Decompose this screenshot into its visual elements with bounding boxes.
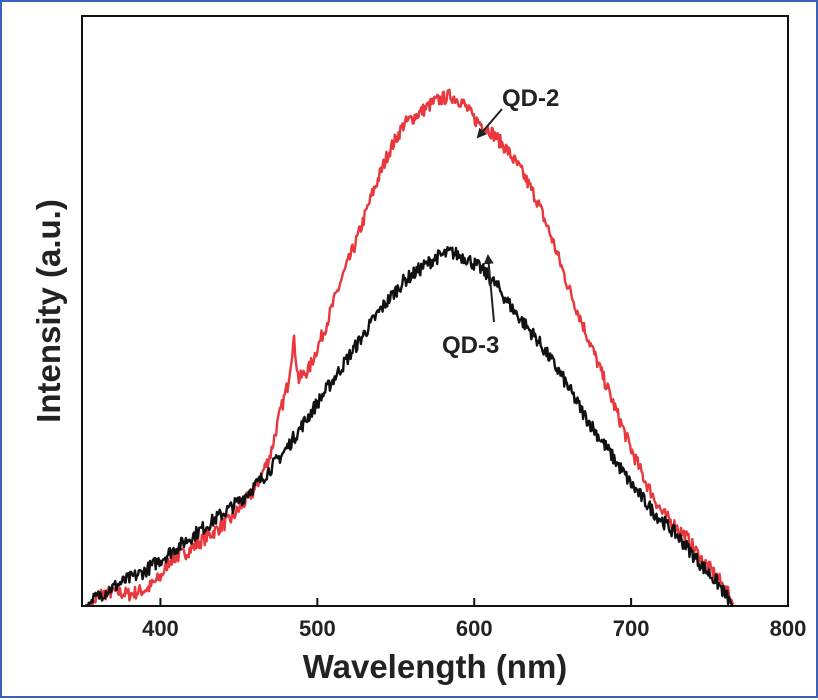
x-axis-title: Wavelength (nm) <box>303 648 568 685</box>
qd3-annotation-label: QD-3 <box>442 332 499 359</box>
x-tick-label: 600 <box>456 616 493 641</box>
x-ticks: 400 500 600 700 800 <box>142 598 806 641</box>
annotations: QD-2 QD-3 <box>442 85 559 359</box>
plot-area-border <box>81 15 789 607</box>
qd2-annotation-label: QD-2 <box>502 85 559 112</box>
series-layer <box>84 88 734 607</box>
qd3-arrow <box>483 254 495 323</box>
x-tick-label: 700 <box>613 616 650 641</box>
y-axis-title: Intensity (a.u.) <box>30 199 67 423</box>
series-line-qd-3 <box>84 246 733 607</box>
series-line-qd-2 <box>88 88 734 607</box>
x-tick-label: 400 <box>142 616 179 641</box>
qd2-arrow <box>476 108 503 139</box>
x-tick-label: 500 <box>299 616 336 641</box>
x-tick-label: 800 <box>770 616 807 641</box>
